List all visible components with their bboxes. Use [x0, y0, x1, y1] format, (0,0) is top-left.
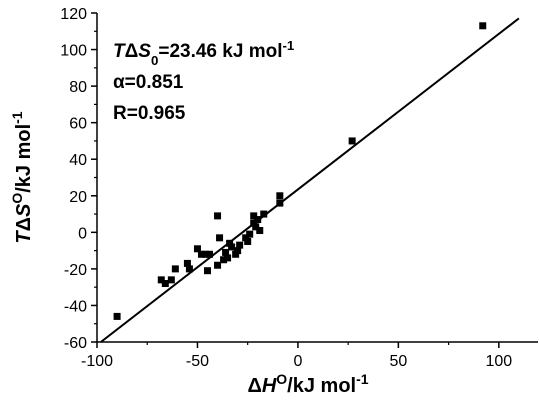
data-point	[222, 248, 230, 256]
data-point	[276, 199, 284, 207]
x-tick-label: -50	[186, 353, 209, 370]
y-tick-label: -40	[64, 298, 87, 315]
y-tick-label: 80	[69, 79, 87, 96]
y-tick-label: 120	[60, 6, 87, 23]
x-tick-label: 0	[293, 353, 302, 370]
data-point	[193, 245, 201, 253]
y-tick-label: -20	[64, 262, 87, 279]
data-point	[185, 265, 193, 273]
y-axis-title: TΔSO/kJ mol-1	[9, 111, 35, 243]
y-tick-label: 20	[69, 189, 87, 206]
x-tick-label: 100	[485, 353, 512, 370]
fit-line	[100, 17, 520, 343]
data-point	[167, 276, 175, 284]
data-point	[216, 234, 224, 242]
data-points	[113, 22, 487, 320]
data-point	[256, 227, 264, 235]
data-point	[224, 254, 232, 262]
data-point	[250, 212, 258, 220]
data-point	[252, 223, 260, 231]
data-point	[183, 259, 191, 267]
x-axis-title: ΔHO/kJ mol-1	[247, 371, 368, 397]
data-point	[244, 237, 252, 245]
data-point	[254, 216, 262, 224]
data-point	[204, 267, 211, 275]
data-point	[228, 243, 236, 251]
x-tick-label: -100	[81, 353, 113, 370]
data-point	[157, 276, 165, 284]
data-point	[234, 247, 242, 255]
data-point	[242, 234, 250, 242]
y-tick-label: 0	[78, 225, 87, 242]
data-point	[246, 230, 254, 238]
data-point	[226, 239, 234, 247]
data-point	[113, 312, 121, 320]
data-point	[214, 261, 222, 269]
axes: -100 -50 0 50 100 -60 -40 -20 0 20 40 60 80 100 120	[60, 6, 538, 370]
y-tick-label: -60	[64, 335, 87, 352]
data-point	[197, 250, 205, 258]
x-tick-label: 50	[389, 353, 407, 370]
data-point	[214, 212, 222, 220]
annotation-tds0: TΔS0=23.46 kJ mol-1	[113, 38, 295, 68]
y-tick-label: 100	[60, 43, 87, 60]
data-point	[260, 210, 268, 218]
data-point	[348, 137, 356, 145]
data-point	[206, 250, 214, 258]
annotation-r: R=0.965	[113, 103, 186, 124]
data-point	[171, 265, 179, 273]
data-point	[276, 192, 284, 200]
data-point	[161, 280, 169, 288]
data-point	[479, 22, 487, 30]
fit-line-group	[100, 17, 520, 343]
data-point	[220, 256, 228, 264]
data-point	[232, 250, 240, 258]
y-tick-label: 60	[69, 116, 87, 133]
data-point	[201, 250, 209, 258]
labels: ΔHO/kJ mol-1 TΔSO/kJ mol-1 TΔS0=23.46 kJ m…	[9, 38, 369, 398]
data-point	[236, 241, 244, 249]
annotation-alpha: α=0.851	[113, 72, 184, 93]
y-tick-label: 40	[69, 152, 87, 169]
data-point	[250, 219, 258, 227]
